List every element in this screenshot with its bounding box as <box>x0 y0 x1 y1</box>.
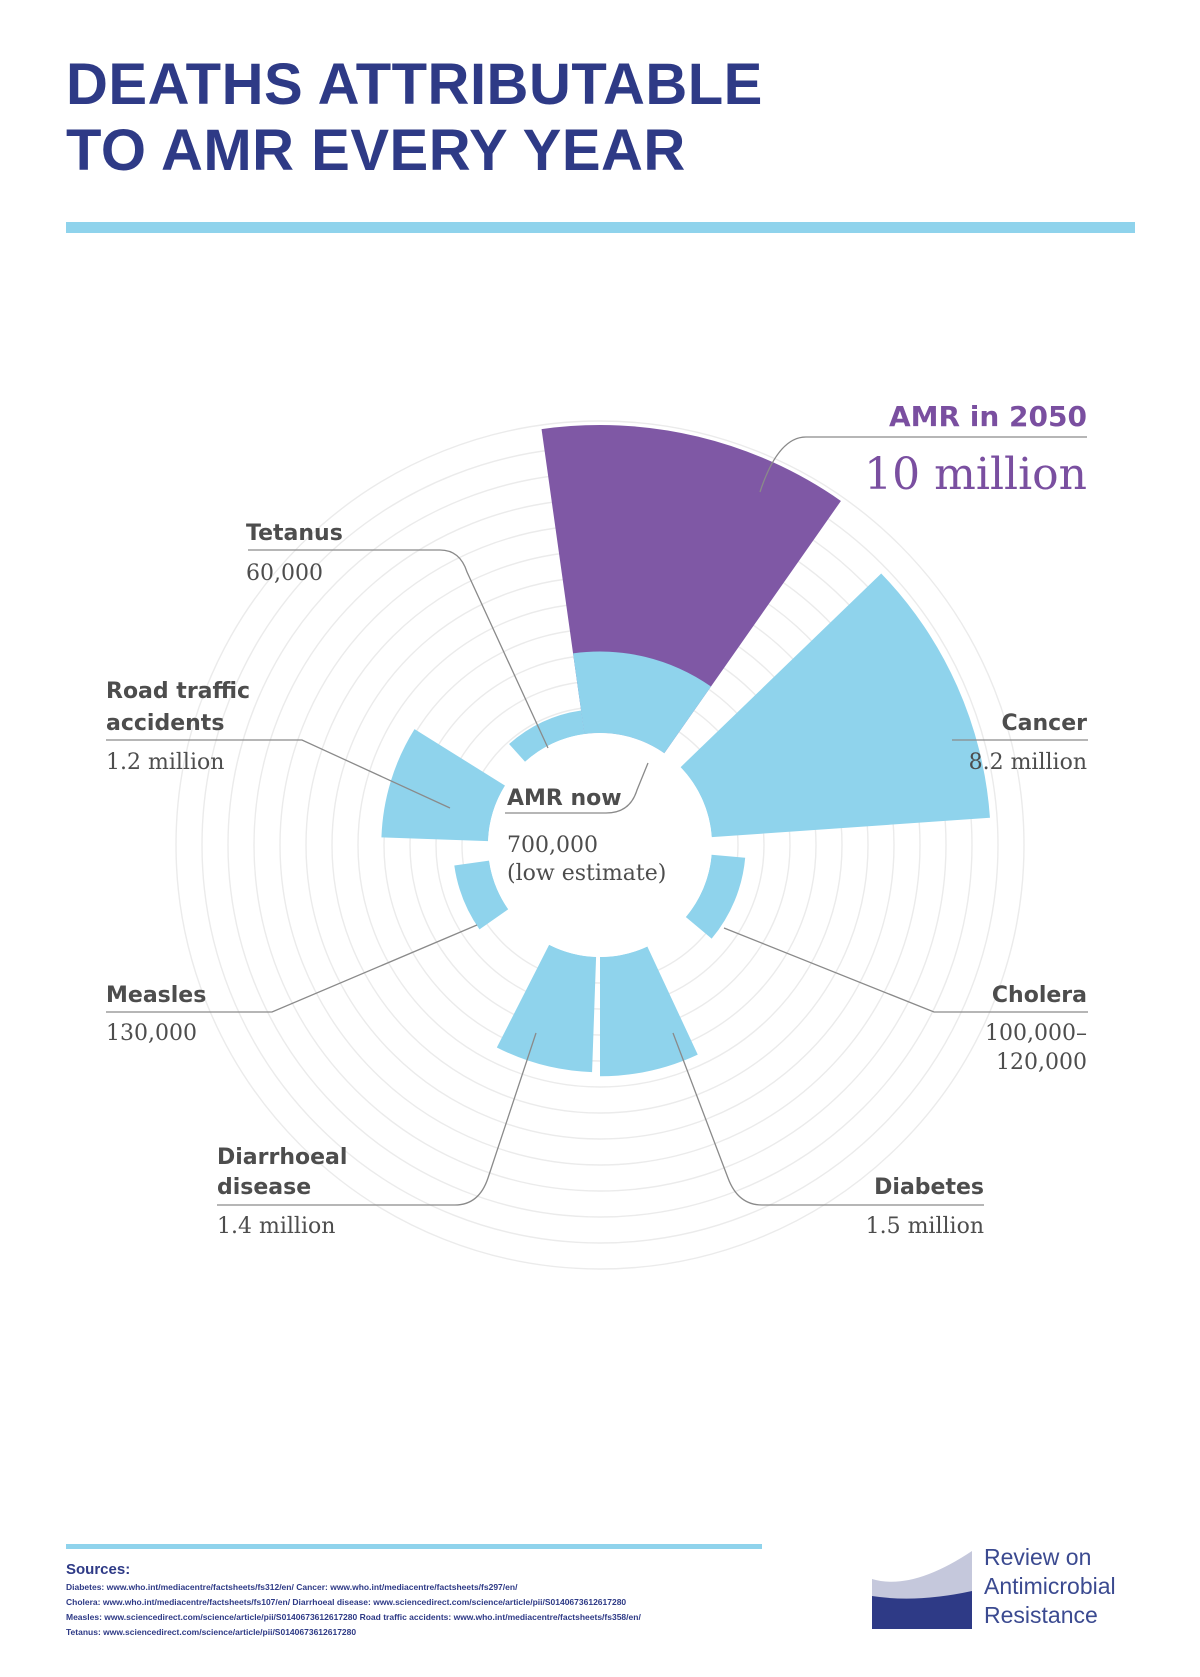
label-amr-2050-name: AMR in 2050 <box>889 400 1087 433</box>
sources-title: Sources: <box>66 1561 131 1578</box>
center-hole <box>488 733 712 957</box>
bar-amr-now <box>573 651 711 754</box>
source-line-4: Tetanus: www.sciencedirect.com/science/a… <box>66 1627 357 1637</box>
leader-lines <box>106 436 1088 1206</box>
label-measles-value: 130,000 <box>106 1021 197 1046</box>
label-cancer-name: Cancer <box>1002 711 1088 736</box>
chart-bars <box>381 424 990 1077</box>
leader-road-traffic <box>106 739 451 809</box>
logo-text: Review on Antimicrobial Resistance <box>984 1543 1116 1630</box>
leader-amr-now <box>505 762 649 814</box>
bar-diabetes <box>600 946 698 1077</box>
page-title: DEATHS ATTRIBUTABLE TO AMR EVERY YEAR <box>66 52 763 184</box>
leader-cholera <box>723 927 1088 1013</box>
bar-cancer <box>680 573 990 838</box>
label-amr-now-name: AMR now <box>507 786 622 811</box>
label-cancer-value: 8.2 million <box>969 750 1087 775</box>
sources-block: Sources: Diabetes: www.who.int/mediacent… <box>66 1561 866 1640</box>
bar-tetanus <box>509 710 585 762</box>
leader-diarrhoeal <box>217 1032 537 1206</box>
leader-measles <box>106 924 478 1013</box>
source-line-3: Measles: www.sciencedirect.com/science/a… <box>66 1612 641 1622</box>
logo-line-2: Antimicrobial <box>984 1573 1116 1599</box>
label-diarrhoeal-name-1: Diarrhoeal <box>217 1145 347 1170</box>
label-cholera-name: Cholera <box>992 983 1087 1008</box>
bar-cholera <box>685 854 746 939</box>
label-amr-now-value-1: 700,000 <box>507 833 598 858</box>
label-measles-name: Measles <box>106 983 206 1008</box>
title-divider <box>66 222 1135 233</box>
label-diarrhoeal-name-2: disease <box>217 1175 311 1200</box>
title-line-1: DEATHS ATTRIBUTABLE <box>66 52 763 117</box>
source-line-1: Diabetes: www.who.int/mediacentre/factsh… <box>66 1582 518 1592</box>
source-line-2: Cholera: www.who.int/mediacentre/factshe… <box>66 1597 627 1607</box>
leader-diabetes <box>672 1032 984 1206</box>
label-tetanus-value: 60,000 <box>246 561 323 586</box>
bar-road-traffic-accidents <box>381 729 506 842</box>
label-cholera-value-1: 100,000– <box>985 1021 1087 1046</box>
title-line-2: TO AMR EVERY YEAR <box>66 118 686 183</box>
bar-measles <box>454 860 509 930</box>
logo-line-3: Resistance <box>984 1602 1098 1628</box>
logo-line-1: Review on <box>984 1544 1092 1570</box>
bar-diarrhoeal-disease <box>496 944 597 1073</box>
logo-mark-icon <box>872 1551 972 1629</box>
label-road-traffic-name-1: Road traffic <box>106 679 250 704</box>
label-amr-2050-value: 10 million <box>864 449 1087 500</box>
label-diabetes-value: 1.5 million <box>866 1214 984 1239</box>
label-diabetes-name: Diabetes <box>874 1175 984 1200</box>
sources-divider <box>66 1544 762 1549</box>
chart-center <box>488 733 712 957</box>
label-diarrhoeal-value: 1.4 million <box>217 1214 335 1239</box>
label-road-traffic-value: 1.2 million <box>106 750 224 775</box>
leader-amr-2050 <box>759 436 1087 493</box>
review-amr-logo: Review on Antimicrobial Resistance <box>872 1543 1162 1633</box>
label-amr-now-value-2: (low estimate) <box>507 861 666 886</box>
label-road-traffic-name-2: accidents <box>106 711 224 736</box>
leader-tetanus <box>248 549 549 749</box>
label-tetanus-name: Tetanus <box>246 521 343 546</box>
label-cholera-value-2: 120,000 <box>996 1050 1087 1075</box>
grid-ring <box>175 420 1025 1270</box>
